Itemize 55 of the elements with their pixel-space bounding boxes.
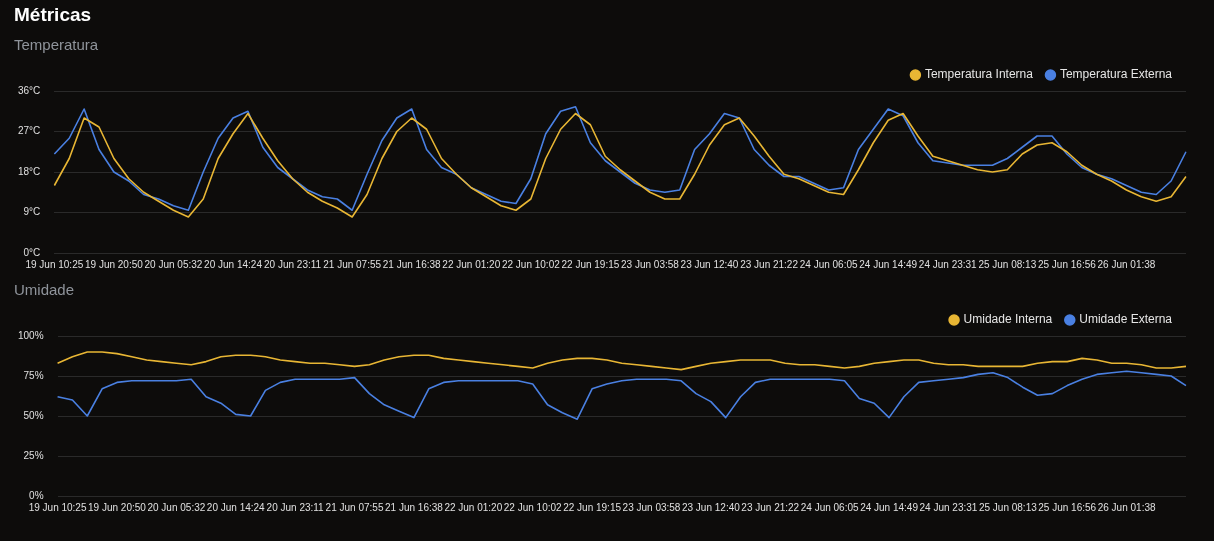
y-tick-label: 75% [23, 369, 44, 381]
x-tick-label: 25 Jun 16:56 [1038, 501, 1097, 513]
legend-label: Umidade Externa [1079, 312, 1173, 327]
x-tick-label: 19 Jun 20:50 [88, 501, 147, 513]
x-tick-label: 26 Jun 01:38 [1097, 258, 1156, 270]
x-tick-label: 24 Jun 14:49 [859, 258, 918, 270]
x-tick-label: 20 Jun 05:32 [147, 501, 206, 513]
x-tick-label: 22 Jun 01:20 [444, 501, 503, 513]
x-tick-label: 24 Jun 06:05 [799, 258, 858, 270]
x-tick-label: 20 Jun 14:24 [206, 501, 266, 513]
x-tick-label: 22 Jun 10:02 [501, 258, 561, 270]
x-tick-label: 22 Jun 01:20 [442, 258, 501, 270]
legend-label: Temperatura Externa [1059, 67, 1173, 82]
y-tick-label: 25% [23, 449, 44, 461]
x-tick-label: 23 Jun 21:22 [741, 501, 800, 513]
legend-label: Temperatura Interna [924, 67, 1034, 82]
chart-title: Umidade [13, 281, 76, 300]
x-tick-label: 22 Jun 10:02 [503, 501, 563, 513]
chart-title: Temperatura [13, 36, 100, 55]
x-tick-label: 19 Jun 10:25 [28, 501, 87, 513]
y-tick-label: 9°C [23, 206, 41, 218]
x-tick-label: 23 Jun 03:58 [622, 501, 681, 513]
y-tick-label: 50% [23, 409, 44, 421]
x-tick-label: 24 Jun 23:31 [918, 258, 978, 270]
x-tick-label: 20 Jun 05:32 [144, 258, 203, 270]
y-tick-label: 100% [18, 329, 44, 341]
x-tick-label: 25 Jun 16:56 [1037, 258, 1097, 270]
y-tick-label: 36°C [18, 84, 41, 96]
y-tick-label: 27°C [18, 125, 41, 137]
x-tick-label: 24 Jun 06:05 [800, 501, 860, 513]
x-tick-label: 25 Jun 08:13 [978, 258, 1037, 270]
x-tick-label: 23 Jun 12:40 [680, 258, 739, 270]
x-tick-label: 19 Jun 10:25 [25, 258, 84, 270]
x-tick-label: 20 Jun 14:24 [204, 258, 263, 270]
x-tick-label: 22 Jun 19:15 [561, 258, 620, 270]
x-tick-label: 23 Jun 12:40 [681, 501, 741, 513]
x-tick-label: 21 Jun 16:38 [385, 501, 444, 513]
x-tick-label: 22 Jun 19:15 [563, 501, 622, 513]
x-tick-label: 21 Jun 07:55 [323, 258, 382, 270]
x-tick-label: 23 Jun 03:58 [621, 258, 680, 270]
x-tick-label: 24 Jun 23:31 [919, 501, 978, 513]
y-tick-label: 0°C [23, 246, 41, 258]
y-tick-label: 18°C [18, 165, 41, 177]
legend-label: Umidade Interna [963, 312, 1053, 327]
text: Métricas [14, 4, 93, 26]
x-tick-label: 20 Jun 23:11 [264, 258, 322, 270]
x-tick-label: 23 Jun 21:22 [740, 258, 799, 270]
x-tick-label: 26 Jun 01:38 [1097, 501, 1156, 513]
x-tick-label: 19 Jun 20:50 [84, 258, 144, 270]
x-tick-label: 21 Jun 16:38 [382, 258, 442, 270]
x-tick-label: 24 Jun 14:49 [860, 501, 919, 513]
x-tick-label: 21 Jun 07:55 [325, 501, 384, 513]
x-tick-label: 25 Jun 08:13 [978, 501, 1038, 513]
y-tick-label: 0% [29, 489, 44, 501]
x-tick-label: 20 Jun 23:11 [266, 501, 325, 513]
